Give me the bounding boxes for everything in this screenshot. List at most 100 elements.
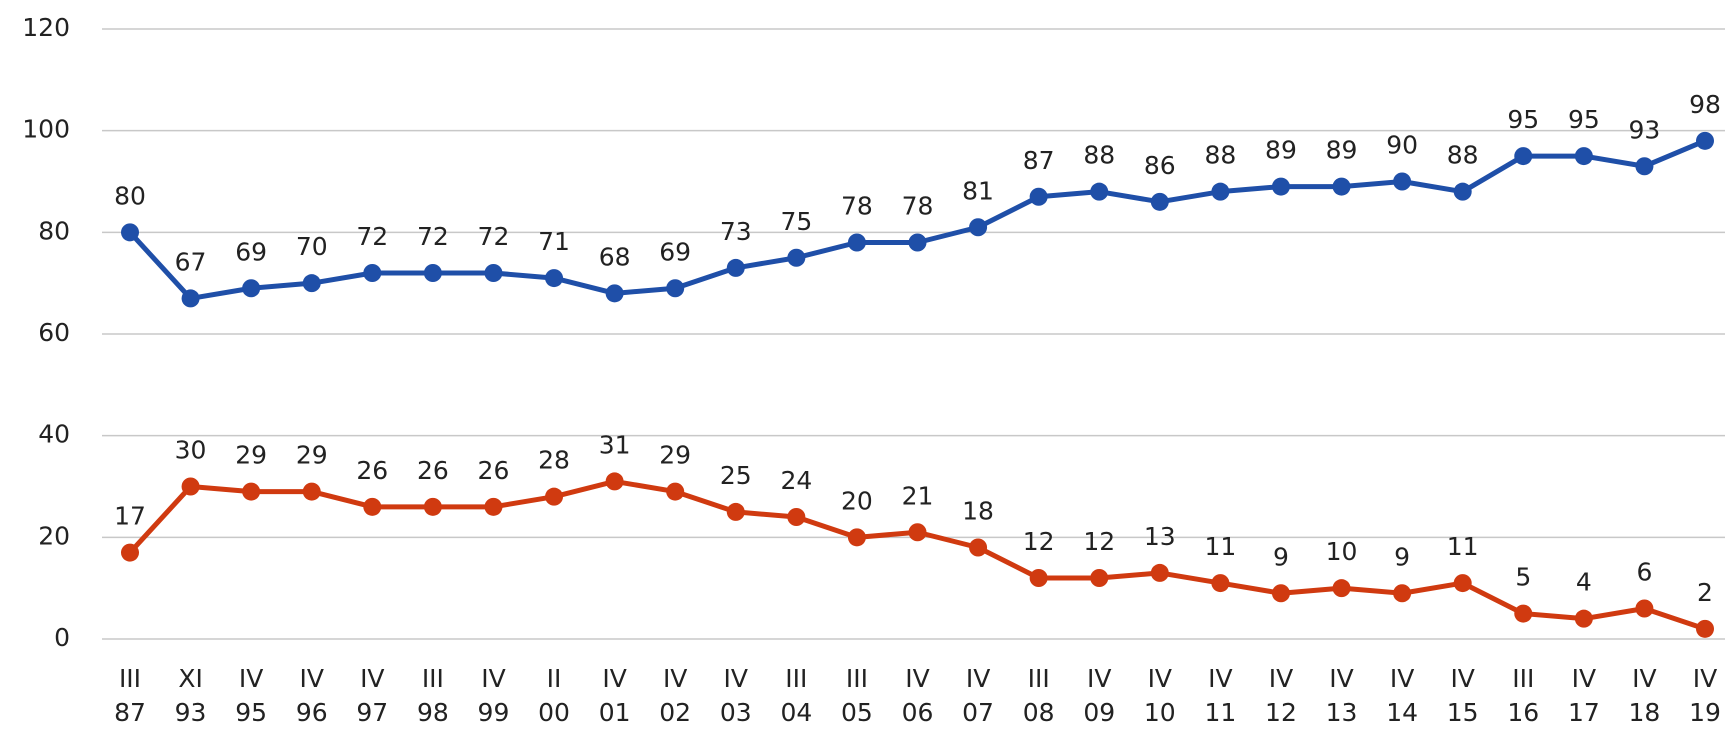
- x-tick-label: 98: [417, 698, 449, 727]
- data-label: 18: [962, 497, 994, 526]
- data-point: [363, 497, 382, 516]
- x-tick-label: IV: [1148, 664, 1172, 693]
- x-tick-label: IV: [360, 664, 384, 693]
- data-label: 71: [538, 227, 570, 256]
- data-point: [1453, 574, 1472, 593]
- data-point: [1453, 182, 1472, 201]
- data-point: [1514, 604, 1533, 623]
- data-label: 12: [1023, 527, 1055, 556]
- data-label: 29: [296, 441, 328, 470]
- x-tick-label: III: [785, 664, 807, 693]
- data-label: 20: [841, 486, 873, 515]
- x-tick-label: IV: [1087, 664, 1111, 693]
- data-point: [242, 482, 261, 501]
- data-point: [121, 543, 139, 562]
- x-tick-label: 01: [599, 698, 631, 727]
- x-tick-label: IV: [481, 664, 505, 693]
- x-tick-label: 02: [659, 698, 691, 727]
- x-tick-label: 04: [780, 698, 812, 727]
- data-point: [363, 264, 382, 282]
- data-label: 72: [478, 222, 510, 251]
- data-point: [1211, 182, 1230, 201]
- data-point: [1090, 182, 1109, 201]
- data-label: 68: [599, 242, 631, 271]
- data-point: [242, 279, 261, 298]
- data-label: 90: [1386, 131, 1418, 160]
- x-tick-label: 19: [1689, 698, 1721, 727]
- data-point: [1393, 172, 1412, 191]
- data-point: [1393, 584, 1412, 603]
- x-tick-label: IV: [1450, 664, 1474, 693]
- data-point: [181, 477, 200, 496]
- data-label: 75: [780, 207, 812, 236]
- data-label: 80: [114, 181, 146, 210]
- data-point: [847, 528, 866, 547]
- data-label: 10: [1326, 537, 1358, 566]
- data-point: [787, 508, 806, 526]
- data-point: [969, 218, 988, 237]
- x-tick-label: IV: [602, 664, 626, 693]
- data-point: [484, 264, 503, 282]
- x-tick-label: IV: [966, 664, 990, 693]
- data-label: 95: [1568, 105, 1600, 134]
- data-label: 78: [841, 192, 873, 221]
- data-point: [1635, 157, 1654, 176]
- data-point: [969, 538, 988, 557]
- data-point: [302, 482, 321, 501]
- data-point: [666, 279, 685, 298]
- data-label: 12: [1083, 527, 1115, 556]
- data-label: 21: [902, 481, 934, 510]
- y-tick-label: 100: [22, 115, 70, 144]
- x-tick-label: III: [422, 664, 444, 693]
- data-point: [908, 523, 927, 542]
- data-point: [545, 269, 564, 288]
- x-tick-label: 05: [841, 698, 873, 727]
- x-tick-label: III: [119, 664, 141, 693]
- data-label: 28: [538, 446, 570, 475]
- data-label: 11: [1204, 532, 1236, 561]
- data-point: [1635, 599, 1654, 618]
- data-point: [1696, 619, 1714, 638]
- x-tick-label: 13: [1326, 698, 1358, 727]
- data-label: 81: [962, 176, 994, 205]
- data-label: 89: [1265, 136, 1297, 165]
- x-tick-label: 12: [1265, 698, 1297, 727]
- data-label: 88: [1204, 141, 1236, 170]
- x-tick-label: 95: [235, 698, 267, 727]
- data-point: [1090, 569, 1109, 587]
- data-point: [1150, 192, 1169, 211]
- data-point: [908, 233, 927, 252]
- data-point: [121, 223, 139, 242]
- data-point: [726, 258, 745, 277]
- data-label: 26: [356, 456, 388, 485]
- x-tick-label: 10: [1144, 698, 1176, 727]
- data-point: [1029, 187, 1048, 206]
- data-label: 6: [1636, 558, 1652, 587]
- data-point: [847, 233, 866, 252]
- x-tick-label: II: [547, 664, 562, 693]
- x-tick-label: IV: [1390, 664, 1414, 693]
- x-tick-label: IV: [1269, 664, 1293, 693]
- data-label: 26: [478, 456, 510, 485]
- y-tick-label: 120: [22, 13, 70, 42]
- data-label: 87: [1023, 146, 1055, 175]
- data-point: [1271, 177, 1290, 196]
- x-tick-label: 97: [356, 698, 388, 727]
- data-label: 13: [1144, 522, 1176, 551]
- x-tick-label: 99: [478, 698, 510, 727]
- x-tick-label: IV: [1572, 664, 1596, 693]
- data-label: 26: [417, 456, 449, 485]
- x-tick-label: 08: [1023, 698, 1055, 727]
- data-label: 5: [1515, 563, 1531, 592]
- x-tick-label: 00: [538, 698, 570, 727]
- data-label: 11: [1447, 532, 1479, 561]
- data-label: 88: [1083, 141, 1115, 170]
- x-tick-label: 06: [902, 698, 934, 727]
- x-tick-label: III: [1028, 664, 1050, 693]
- data-label: 29: [235, 441, 267, 470]
- data-label: 69: [235, 237, 267, 266]
- data-label: 30: [175, 436, 207, 465]
- x-tick-label: IV: [1208, 664, 1232, 693]
- y-tick-label: 80: [38, 216, 70, 245]
